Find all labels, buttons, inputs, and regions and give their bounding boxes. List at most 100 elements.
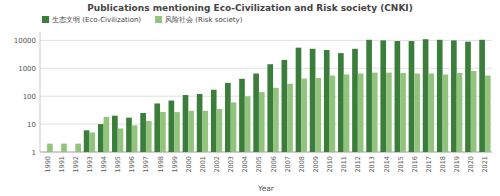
x-tick-label: 2013: [368, 156, 376, 173]
bar: [259, 92, 265, 152]
bar: [400, 73, 406, 152]
bar: [118, 128, 124, 152]
bar: [372, 73, 378, 152]
bar: [132, 125, 138, 152]
bars-group: [47, 39, 491, 152]
x-tick-label: 2003: [227, 156, 235, 173]
bar: [296, 48, 302, 152]
x-tick-label: 2011: [340, 156, 348, 173]
x-tick-label: 2018: [439, 156, 447, 173]
x-tick-label: 2010: [326, 156, 334, 173]
bar: [98, 124, 104, 152]
x-tick-label: 1990: [44, 156, 52, 173]
bar: [140, 113, 146, 152]
bar: [169, 101, 175, 152]
x-tick-label: 2020: [467, 156, 475, 173]
x-tick-label: 2005: [255, 156, 263, 173]
x-tick-label: 1999: [171, 156, 179, 173]
bar: [358, 74, 364, 152]
bar: [239, 79, 245, 152]
bar: [253, 74, 259, 152]
bar: [104, 117, 110, 152]
bar: [344, 74, 350, 152]
bar: [75, 144, 81, 152]
bar: [47, 144, 53, 152]
bar: [112, 116, 118, 152]
bar: [154, 103, 160, 152]
x-tick-label: 2009: [312, 156, 320, 173]
x-tick-label: 2002: [213, 156, 221, 173]
x-tick-label: 1992: [72, 156, 80, 173]
bar: [217, 109, 223, 152]
bar: [61, 144, 67, 152]
x-tick-label: 2015: [397, 156, 405, 173]
bar: [84, 130, 90, 152]
x-tick-label: 2021: [481, 156, 489, 173]
bar: [366, 40, 372, 152]
bar: [380, 40, 386, 152]
bar: [89, 132, 95, 152]
bar: [160, 112, 166, 152]
x-tick-label: 1991: [58, 156, 66, 173]
x-tick-label: 2004: [241, 156, 249, 173]
bar: [197, 94, 203, 152]
y-tick-label: 100: [23, 93, 36, 101]
legend-swatch: [155, 16, 162, 23]
bar: [310, 49, 316, 152]
bar: [338, 53, 344, 152]
bar: [443, 74, 449, 152]
bar: [146, 121, 152, 152]
y-tick-label: 1000: [18, 65, 36, 73]
bar: [267, 64, 273, 152]
y-tick-label: 10000: [14, 37, 36, 45]
x-tick-label: 2012: [354, 156, 362, 173]
x-tick-label: 1994: [100, 156, 108, 173]
bar: [457, 73, 463, 152]
x-tick-label: 2019: [453, 156, 461, 173]
bar: [409, 41, 415, 152]
bar: [465, 42, 471, 152]
x-tick-label: 2007: [284, 156, 292, 173]
legend-swatch: [42, 16, 49, 23]
bar: [423, 39, 429, 152]
x-tick-label: 2017: [425, 156, 433, 173]
bar: [126, 118, 132, 152]
bar: [202, 111, 208, 152]
x-tick-label: 1997: [142, 156, 150, 173]
x-tick-label: 2001: [199, 156, 207, 173]
bar: [471, 71, 477, 152]
legend-label: 风险社会 (Risk society): [165, 16, 243, 24]
bar: [188, 111, 194, 152]
bar: [225, 83, 231, 152]
bar: [174, 112, 180, 152]
bar: [451, 40, 457, 152]
bar: [315, 78, 321, 152]
bar: [437, 40, 443, 152]
x-tick-label: 1996: [128, 156, 136, 173]
x-tick-label: 1998: [157, 156, 165, 173]
chart-container: Publications mentioning Eco-Civilization…: [0, 0, 500, 196]
bar: [273, 88, 279, 152]
bar: [301, 79, 307, 152]
bar: [352, 49, 358, 152]
bar: [287, 84, 293, 152]
bar: [395, 41, 401, 152]
chart-title: Publications mentioning Eco-Civilization…: [87, 3, 413, 13]
x-tick-label: 2008: [298, 156, 306, 173]
bar: [479, 40, 485, 152]
bar: [211, 90, 217, 152]
bar: [386, 73, 392, 152]
bar: [330, 76, 336, 152]
x-axis-label: Year: [257, 184, 275, 193]
x-tick-label: 1993: [86, 156, 94, 173]
y-tick-label: 1: [32, 149, 36, 157]
legend-label: 生态文明 (Eco-Civilization): [52, 16, 141, 24]
bar: [282, 60, 288, 152]
y-tick-label: 10: [27, 121, 36, 129]
chart-svg: Publications mentioning Eco-Civilization…: [0, 0, 500, 196]
bar: [414, 74, 420, 152]
bar: [231, 102, 237, 152]
x-tick-label: 2014: [383, 156, 391, 173]
x-tick-label: 2006: [270, 156, 278, 173]
x-tick-label: 2016: [411, 156, 419, 173]
